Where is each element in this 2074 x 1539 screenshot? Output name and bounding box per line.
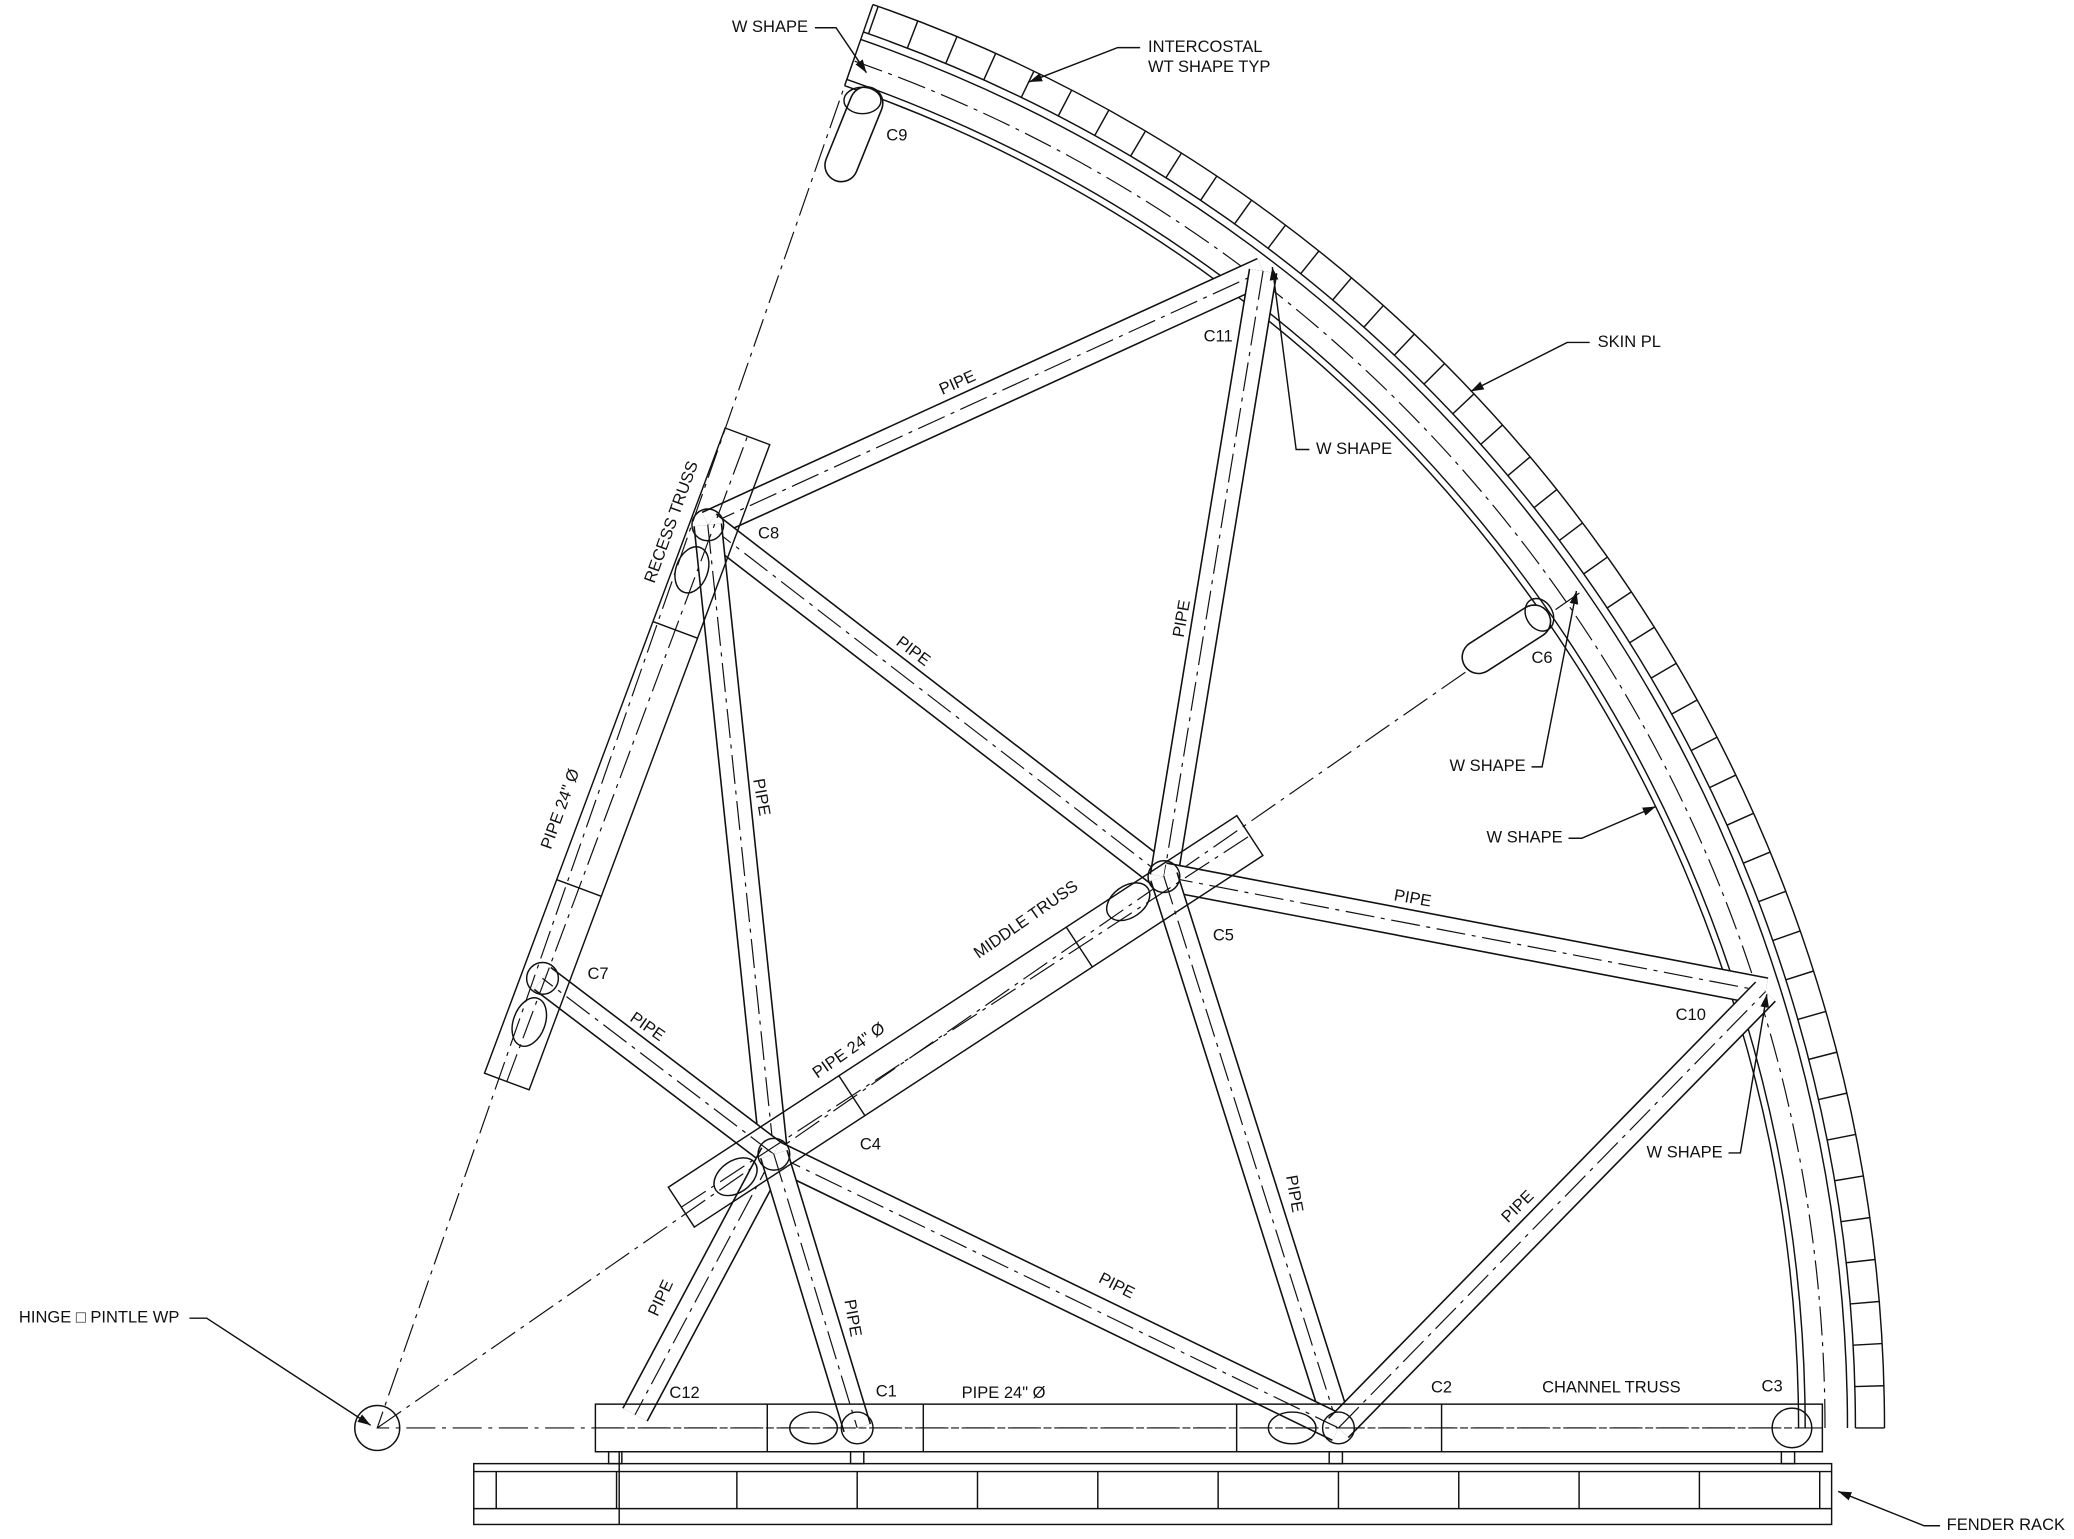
line-work (845, 5, 873, 86)
label: HINGE □ PINTLE WP (19, 1308, 179, 1327)
member-label: PIPE (840, 1298, 865, 1338)
leader (189, 1318, 370, 1425)
arc (863, 32, 1855, 1428)
leader (1569, 807, 1656, 839)
line-work (851, 1452, 864, 1464)
node-label: C1 (876, 1382, 897, 1401)
intercostal (1394, 334, 1414, 355)
member-label: PIPE 24" Ø (537, 766, 584, 851)
node-label: C2 (1431, 1378, 1452, 1397)
member-label: MIDDLE TRUSS (970, 876, 1081, 962)
intercostal (1534, 490, 1557, 508)
member-label: PIPE (644, 1277, 677, 1319)
intercostal (1481, 425, 1503, 444)
fender-rack (474, 1464, 1832, 1525)
intercostal (1166, 153, 1182, 178)
intercostal (1773, 931, 1800, 941)
intercostal (1235, 200, 1252, 224)
arc (861, 39, 1848, 1427)
intercostal (1630, 627, 1655, 642)
intercostal (1798, 1011, 1826, 1019)
intercostal (1268, 225, 1286, 248)
node-label: C12 (669, 1383, 699, 1402)
intercostal (1364, 306, 1383, 328)
intercostal (1835, 1176, 1864, 1181)
intercostal (1853, 1344, 1882, 1346)
intercostal (1691, 737, 1717, 750)
intercostal (946, 37, 957, 64)
intercostal (1827, 1134, 1856, 1140)
intercostal (1786, 971, 1814, 980)
intercostal (1651, 663, 1676, 678)
node-label: C11 (1204, 327, 1233, 346)
member-label: CHANNEL TRUSS (1542, 1378, 1681, 1397)
line-work (1781, 1452, 1794, 1464)
intercostal (1710, 775, 1736, 788)
intercostal (984, 53, 996, 80)
intercostal (1301, 251, 1319, 274)
intercostal (1453, 394, 1474, 414)
node-label: C4 (860, 1134, 881, 1153)
intercostal (1818, 1093, 1846, 1099)
line-work (1329, 1452, 1342, 1464)
reference-line (377, 57, 1798, 1428)
node-label: C3 (1762, 1376, 1783, 1395)
line-work (653, 622, 698, 639)
intercostal (1559, 523, 1582, 540)
label: W SHAPE (1450, 756, 1526, 775)
intercostal (1855, 1386, 1884, 1387)
drawing: W SHAPE INTERCOSTAL WT SHAPE TYP C9 SKIN… (0, 0, 2074, 1539)
member-label: PIPE 24" Ø (962, 1383, 1046, 1402)
line-work (1479, 621, 1535, 657)
member-label: PIPE (749, 777, 774, 817)
label: W SHAPE (1316, 439, 1392, 458)
label: W SHAPE (1487, 828, 1563, 847)
node-label: C9 (886, 126, 907, 145)
node-label: C8 (758, 524, 779, 543)
intercostal (1021, 71, 1034, 97)
intercostal (1809, 1052, 1837, 1059)
intercostal (1743, 852, 1770, 863)
intercostal (1850, 1301, 1879, 1303)
leader (1838, 1491, 1940, 1525)
label: W SHAPE (732, 17, 808, 36)
arc (873, 5, 1885, 1428)
intercostal (1058, 90, 1071, 116)
intercostal (1201, 176, 1217, 200)
intercostal (1846, 1259, 1875, 1262)
intercostal (1759, 891, 1786, 901)
label: SKIN PL (1598, 332, 1661, 351)
intercostal (1333, 278, 1352, 300)
label: WT SHAPE TYP (1148, 57, 1270, 76)
leader (1471, 342, 1590, 391)
node-label: C5 (1213, 925, 1234, 944)
label: INTERCOSTAL (1148, 37, 1262, 56)
member-label: PIPE (1282, 1174, 1307, 1214)
intercostal (1727, 813, 1754, 825)
node-label: C10 (1676, 1005, 1706, 1024)
intercostal (1424, 364, 1445, 385)
intercostal (1508, 457, 1530, 476)
intercostal (1584, 557, 1608, 574)
label: FENDER RACK (1947, 1515, 2065, 1534)
intercostal (907, 21, 917, 48)
line-work (839, 1076, 865, 1116)
line-work (708, 525, 774, 1154)
intercostal (869, 6, 879, 33)
leader (815, 28, 867, 73)
intercostal (1095, 110, 1109, 135)
node-label: C7 (587, 964, 608, 983)
intercostal (1131, 131, 1146, 156)
member-label: PIPE 24" Ø (809, 1018, 889, 1082)
label: W SHAPE (1647, 1142, 1723, 1161)
node-label: C6 (1531, 648, 1552, 667)
intercostal (1672, 700, 1697, 714)
intercostal (1607, 592, 1631, 608)
intercostal (1841, 1218, 1870, 1222)
